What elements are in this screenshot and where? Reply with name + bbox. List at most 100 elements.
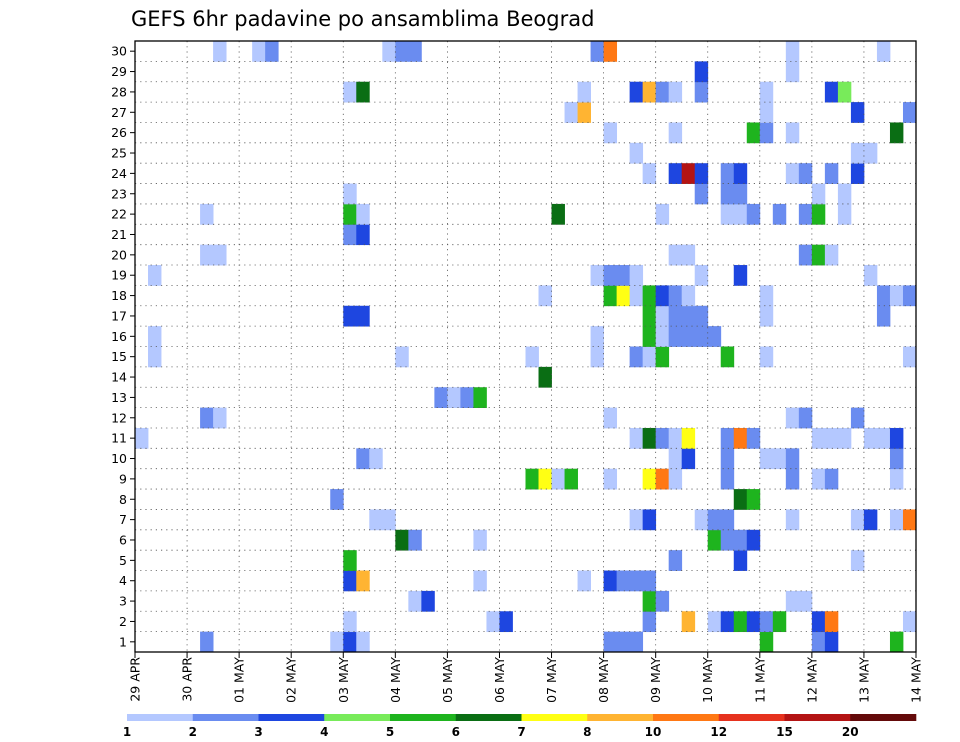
x-tick-label: 02 MAY [284,657,299,703]
heatmap-cell [408,529,422,551]
colorbar-swatch [521,714,588,721]
x-tick-label: 13 MAY [856,657,871,703]
heatmap-cell [200,244,214,266]
heatmap-cell [863,427,878,449]
heatmap-cell [837,81,852,103]
y-tick-label: 15 [111,349,127,364]
colorbar-swatch [850,714,917,721]
heatmap-cell [746,122,761,144]
heatmap-cell [343,570,357,592]
heatmap-cell [356,305,370,327]
heatmap-cell [213,244,227,266]
heatmap-cell [876,305,891,327]
x-tick-label: 30 APR [180,657,195,702]
heatmap-cell [707,611,722,633]
heatmap-cell [811,611,826,633]
heatmap-cell [811,427,826,449]
heatmap-cell [629,346,644,368]
y-tick-label: 2 [119,614,127,629]
heatmap-cell [642,427,657,449]
heatmap-cell [148,346,162,368]
x-tick-label: 04 MAY [388,657,403,703]
y-tick-label: 30 [111,44,127,59]
heatmap-cell [746,427,761,449]
heatmap-cell [681,448,696,470]
heatmap-cell [564,468,578,490]
heatmap-cell [759,81,774,103]
colorbar-swatch [784,714,851,721]
colorbar-swatch [718,714,785,721]
heatmap-cell [889,631,904,653]
heatmap-cell [447,387,461,408]
heatmap-cell [902,346,917,368]
heatmap-cell [356,631,370,653]
heatmap-cell [694,61,709,83]
y-tick-label: 4 [119,573,127,588]
heatmap-cell [668,244,683,266]
heatmap-cell [811,631,826,653]
heatmap-cell [902,285,917,307]
heatmap-cell [720,509,735,531]
heatmap-cell [551,468,565,490]
y-tick-label: 13 [111,390,127,405]
y-tick-label: 3 [119,594,127,609]
colorbar-label: 5 [386,725,394,739]
heatmap-cell [616,570,631,592]
heatmap-cell [655,590,670,612]
heatmap-cell [772,203,787,225]
y-tick-label: 28 [111,84,127,99]
heatmap-cell [694,509,709,531]
colorbar-label: 6 [452,725,460,739]
heatmap-cell [759,631,774,653]
heatmap-cell [148,265,162,286]
heatmap-cell [200,203,214,225]
heatmap-cell [629,427,644,449]
heatmap-cell [434,387,448,408]
heatmap-cell [707,326,722,347]
heatmap-cell [681,244,696,266]
heatmap-cell [213,41,227,62]
y-tick-label: 23 [111,186,127,201]
heatmap-cell [616,285,631,307]
y-tick-label: 27 [111,105,127,120]
heatmap-cell [486,611,500,633]
colorbar-label: 8 [583,725,591,739]
heatmap-cell [889,285,904,307]
heatmap-cell [200,631,214,653]
x-tick-label: 06 MAY [492,657,507,703]
heatmap-cell [473,529,487,551]
heatmap-cell [590,41,604,62]
y-tick-label: 21 [111,227,127,242]
y-tick-label: 1 [119,634,127,649]
heatmap-cell [356,224,370,246]
heatmap-cell [577,81,591,103]
heatmap-cell [629,81,644,103]
heatmap-cell [616,265,631,286]
heatmap-cell [720,427,735,449]
heatmap-cell [824,631,839,653]
y-tick-label: 25 [111,146,127,161]
heatmap-cell [603,407,618,429]
heatmap-cell [499,611,513,633]
x-tick-label: 14 MAY [909,657,924,703]
heatmap-cell [876,41,891,62]
colorbar-swatch [192,714,259,721]
heatmap-cell [759,285,774,307]
heatmap-cell [265,41,279,62]
heatmap-cell [733,529,748,551]
heatmap-cell [655,305,670,327]
heatmap-cell [785,407,800,429]
heatmap-cell [902,102,917,123]
heatmap-cell [629,570,644,592]
heatmap-cell [343,81,357,103]
x-tick-label: 01 MAY [232,657,247,703]
heatmap-cell [850,163,865,184]
colorbar-legend: 1 2 3 4 5 6 7 8 10 12 15 20 [123,714,917,739]
heatmap-cell [889,427,904,449]
heatmap-cell [681,163,696,184]
y-tick-label: 6 [119,532,127,547]
colorbar-label: 7 [517,725,525,739]
y-tick-label: 9 [119,471,127,486]
heatmap-cell [668,285,683,307]
